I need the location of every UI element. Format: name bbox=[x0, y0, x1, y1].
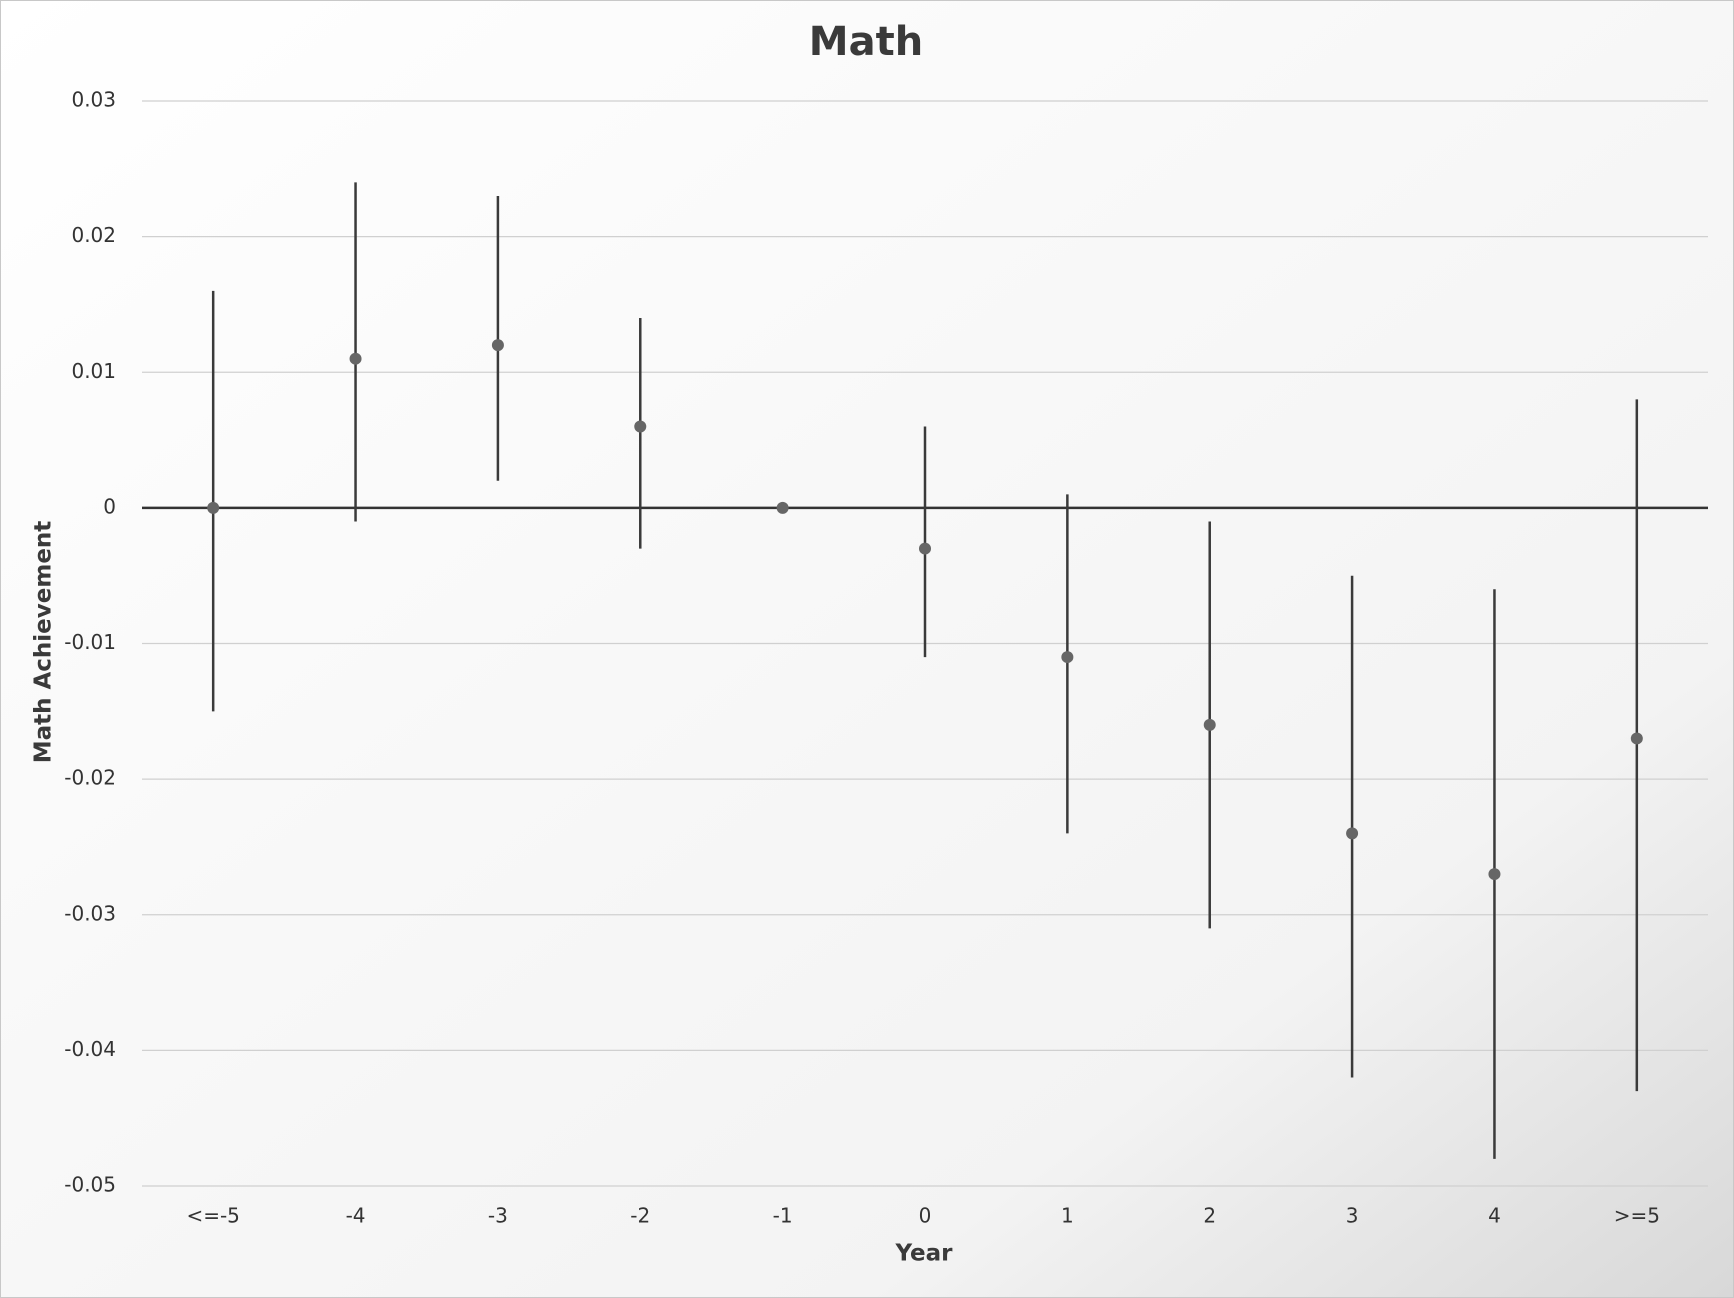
y-tick-label: -0.05 bbox=[64, 1173, 116, 1197]
point bbox=[491, 339, 504, 352]
x-tick-label: >=5 bbox=[1614, 1204, 1660, 1228]
y-tick-label: 0.02 bbox=[71, 223, 116, 247]
point bbox=[1488, 868, 1501, 881]
x-tick-label: -4 bbox=[346, 1204, 366, 1228]
point bbox=[1630, 732, 1643, 745]
x-tick-label: 4 bbox=[1488, 1204, 1501, 1228]
y-tick-label: -0.03 bbox=[64, 901, 116, 925]
x-tick-label: 1 bbox=[1061, 1204, 1074, 1228]
point bbox=[349, 352, 362, 365]
x-tick-label: 3 bbox=[1346, 1204, 1359, 1228]
point bbox=[1203, 718, 1216, 731]
y-tick-label: -0.02 bbox=[64, 766, 116, 790]
y-tick-label: 0.01 bbox=[71, 359, 116, 383]
chart-title: Math bbox=[809, 19, 923, 65]
x-tick-label: 0 bbox=[919, 1204, 932, 1228]
point bbox=[634, 420, 647, 433]
x-tick-label: <=-5 bbox=[186, 1204, 239, 1228]
point bbox=[207, 501, 220, 514]
x-tick-label: 2 bbox=[1203, 1204, 1216, 1228]
y-tick-label: -0.01 bbox=[64, 630, 116, 654]
point bbox=[1061, 651, 1074, 664]
x-tick-label: -3 bbox=[488, 1204, 508, 1228]
y-tick-label: 0 bbox=[103, 494, 116, 518]
point bbox=[1346, 827, 1359, 840]
point bbox=[776, 501, 789, 514]
y-tick-label: 0.03 bbox=[71, 88, 116, 112]
x-tick-label: -2 bbox=[630, 1204, 650, 1228]
y-axis-title: Math Achievement bbox=[31, 521, 57, 764]
point bbox=[919, 542, 931, 555]
y-tick-label: -0.04 bbox=[64, 1037, 116, 1061]
x-axis-title: Year bbox=[894, 1241, 953, 1267]
x-tick-label: -1 bbox=[773, 1204, 793, 1228]
